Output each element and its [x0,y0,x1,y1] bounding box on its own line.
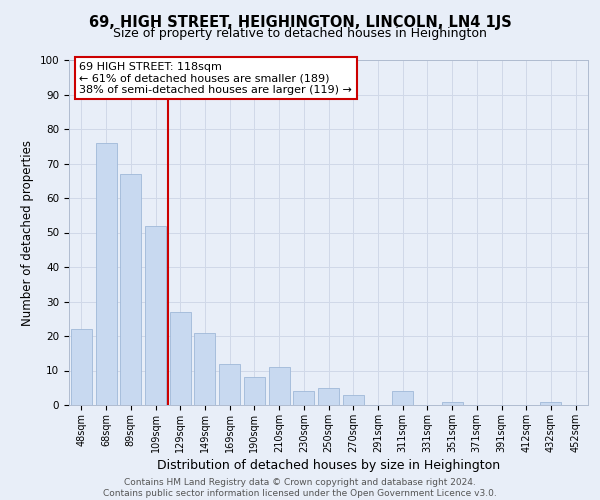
Bar [541,402,562,405]
Bar [194,332,215,405]
Bar [170,312,191,405]
Bar [392,391,413,405]
X-axis label: Distribution of detached houses by size in Heighington: Distribution of detached houses by size … [157,459,500,472]
Bar [293,391,314,405]
Bar [343,394,364,405]
Bar [318,388,339,405]
Text: Contains HM Land Registry data © Crown copyright and database right 2024.
Contai: Contains HM Land Registry data © Crown c… [103,478,497,498]
Bar [120,174,141,405]
Bar [269,367,290,405]
Y-axis label: Number of detached properties: Number of detached properties [21,140,34,326]
Bar [244,378,265,405]
Bar [71,329,92,405]
Text: 69 HIGH STREET: 118sqm
← 61% of detached houses are smaller (189)
38% of semi-de: 69 HIGH STREET: 118sqm ← 61% of detached… [79,62,352,95]
Text: Size of property relative to detached houses in Heighington: Size of property relative to detached ho… [113,28,487,40]
Text: 69, HIGH STREET, HEIGHINGTON, LINCOLN, LN4 1JS: 69, HIGH STREET, HEIGHINGTON, LINCOLN, L… [89,15,511,30]
Bar [95,143,116,405]
Bar [145,226,166,405]
Bar [219,364,240,405]
Bar [442,402,463,405]
